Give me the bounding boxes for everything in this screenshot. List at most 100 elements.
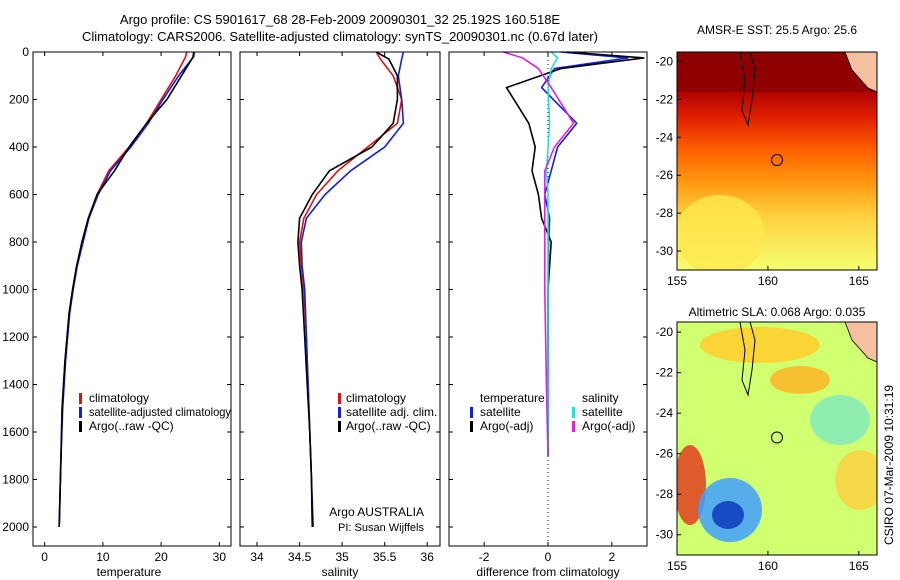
sst-map-frame	[676, 51, 878, 271]
y-tick-label: 200	[9, 93, 29, 107]
legend-swatch-climatology	[79, 393, 82, 404]
sst-map-panel: AMSR-E SST: 25.5 Argo: 25.6 155 160 165 -20…	[656, 23, 878, 288]
x-tick-label: 36	[421, 550, 435, 564]
map-y-tick-label: -28	[656, 487, 674, 501]
sst-coastline-outline	[739, 52, 756, 127]
temperature-xlabel: temperature	[97, 565, 162, 579]
sla-map-panel: Altimetric SLA: 0.068 Argo: 0.035 155 160…	[656, 305, 878, 573]
salinity-axes-frame	[239, 51, 441, 547]
map-y-tick-label: -22	[656, 92, 674, 106]
legend-swatch-argo	[79, 421, 82, 432]
series-line-climatology	[298, 51, 403, 528]
y-tick-label: 1200	[2, 330, 29, 344]
sst-float-marker	[771, 154, 783, 167]
legend-label-temp-argo: Argo(-adj)	[480, 419, 533, 433]
x-tick-label: 34	[250, 550, 264, 564]
y-tick-label: 1800	[2, 473, 29, 487]
map-y-tick-label: -22	[656, 366, 674, 380]
x-tick-label: 0	[545, 550, 552, 564]
float-owner-annotation: Argo AUSTRALIA	[329, 505, 424, 519]
header-line-1: Argo profile: CS 5901617_68 28-Feb-2009 …	[120, 12, 561, 27]
salinity-legend: climatology satellite adj. clim. Argo(..…	[338, 391, 437, 433]
salinity-xlabel: salinity	[322, 565, 359, 579]
legend-label-satellite: satellite adj. clim.	[346, 405, 437, 419]
x-tick-label: -2	[479, 550, 490, 564]
legend-swatch-temp-satellite	[470, 407, 473, 418]
sla-high-patch	[835, 450, 877, 510]
legend-label-argo: Argo(..raw -QC)	[346, 419, 431, 433]
map-x-tick-label: 160	[758, 559, 778, 573]
legend-label-sal-satellite: satellite	[582, 405, 623, 419]
x-tick-label: 35.5	[373, 550, 397, 564]
sla-map-frame	[676, 321, 878, 556]
sla-float-marker	[771, 431, 783, 444]
y-tick-label: 2000	[2, 520, 29, 534]
salinity-panel: 34 34.5 35 35.5 36 salinity climatology sate…	[239, 51, 441, 579]
series-line-climatology	[58, 51, 188, 528]
legend-label-satellite: satellite-adjusted climatology	[89, 405, 231, 419]
pi-annotation: PI: Susan Wijffels	[338, 522, 424, 534]
sla-coastline-outline	[739, 322, 756, 397]
temperature-profiles	[58, 51, 196, 528]
map-y-tick-label: -24	[656, 130, 674, 144]
legend-swatch-temp-argo	[470, 421, 473, 432]
legend-label-climatology: climatology	[89, 391, 149, 405]
map-x-tick-label: 165	[849, 274, 869, 288]
difference-xlabel: difference from climatology	[476, 565, 619, 579]
legend-swatch-satellite	[338, 407, 341, 418]
series-line-salinity-satellite	[545, 51, 559, 456]
legend-label-temp-satellite: satellite	[480, 405, 521, 419]
series-line-argo-raw-qc	[58, 51, 195, 528]
map-y-tick-label: -20	[656, 54, 674, 68]
salinity-profiles	[297, 51, 405, 528]
map-y-tick-label: -28	[656, 206, 674, 220]
sla-low-patch	[810, 395, 870, 445]
legend-header-temperature: temperature	[480, 391, 545, 405]
difference-panel: -2 0 2 difference from climatology tempera…	[448, 51, 648, 579]
sst-warm-band	[677, 52, 877, 92]
x-tick-label: 34.5	[288, 550, 312, 564]
map-y-tick-label: -26	[656, 168, 674, 182]
difference-legend: temperature salinity satellite satellite…	[470, 391, 635, 433]
series-line-satellite-adjusted-climatology	[58, 51, 196, 528]
sla-high-patch	[700, 327, 820, 363]
legend-swatch-sal-argo	[572, 421, 575, 432]
x-tick-label: 2	[609, 550, 616, 564]
side-timestamp-label: CSIRO 07-Mar-2009 10:31:19	[882, 385, 896, 545]
map-y-tick-label: -20	[656, 325, 674, 339]
sst-landmass	[844, 52, 877, 93]
y-tick-label: 1000	[2, 283, 29, 297]
sst-cool-patch	[677, 195, 765, 270]
x-tick-label: 10	[96, 550, 110, 564]
y-tick-label: 400	[9, 140, 29, 154]
series-line-argo-raw-qc	[297, 51, 399, 528]
sst-map-title: AMSR-E SST: 25.5 Argo: 25.6	[697, 23, 857, 37]
y-tick-label: 1600	[2, 425, 29, 439]
y-tick-label: 600	[9, 188, 29, 202]
legend-header-salinity: salinity	[582, 391, 619, 405]
map-x-tick-label: 155	[667, 274, 687, 288]
legend-label-sal-argo: Argo(-adj)	[582, 419, 635, 433]
temperature-legend: climatology satellite-adjusted climatolo…	[79, 391, 231, 433]
map-y-tick-label: -30	[656, 528, 674, 542]
legend-swatch-satellite	[79, 407, 82, 418]
sla-landmass	[844, 322, 877, 363]
x-tick-label: 0	[41, 550, 48, 564]
legend-swatch-sal-satellite	[572, 407, 575, 418]
series-line-salinity-argo-adj	[503, 51, 575, 456]
sla-map-ticks: 155 160 165 -20 -22 -24 -26 -28 -30	[656, 325, 869, 573]
x-tick-label: 20	[154, 550, 168, 564]
map-y-tick-label: -26	[656, 447, 674, 461]
y-tick-label: 800	[9, 235, 29, 249]
x-tick-label: 35	[335, 550, 349, 564]
map-x-tick-label: 155	[667, 559, 687, 573]
header-line-2: Climatology: CARS2006. Satellite-adjuste…	[82, 29, 598, 44]
series-line-satellite-adj-clim	[300, 51, 405, 528]
sla-high-patch	[770, 366, 830, 394]
legend-swatch-argo	[338, 421, 341, 432]
temperature-ticks: 0 10 20 30 0 200 400 600 800 1000 1200 1400 1600 1800…	[2, 45, 231, 564]
map-y-tick-label: -30	[656, 244, 674, 258]
map-y-tick-label: -24	[656, 406, 674, 420]
map-x-tick-label: 165	[849, 559, 869, 573]
difference-profiles	[503, 51, 645, 456]
